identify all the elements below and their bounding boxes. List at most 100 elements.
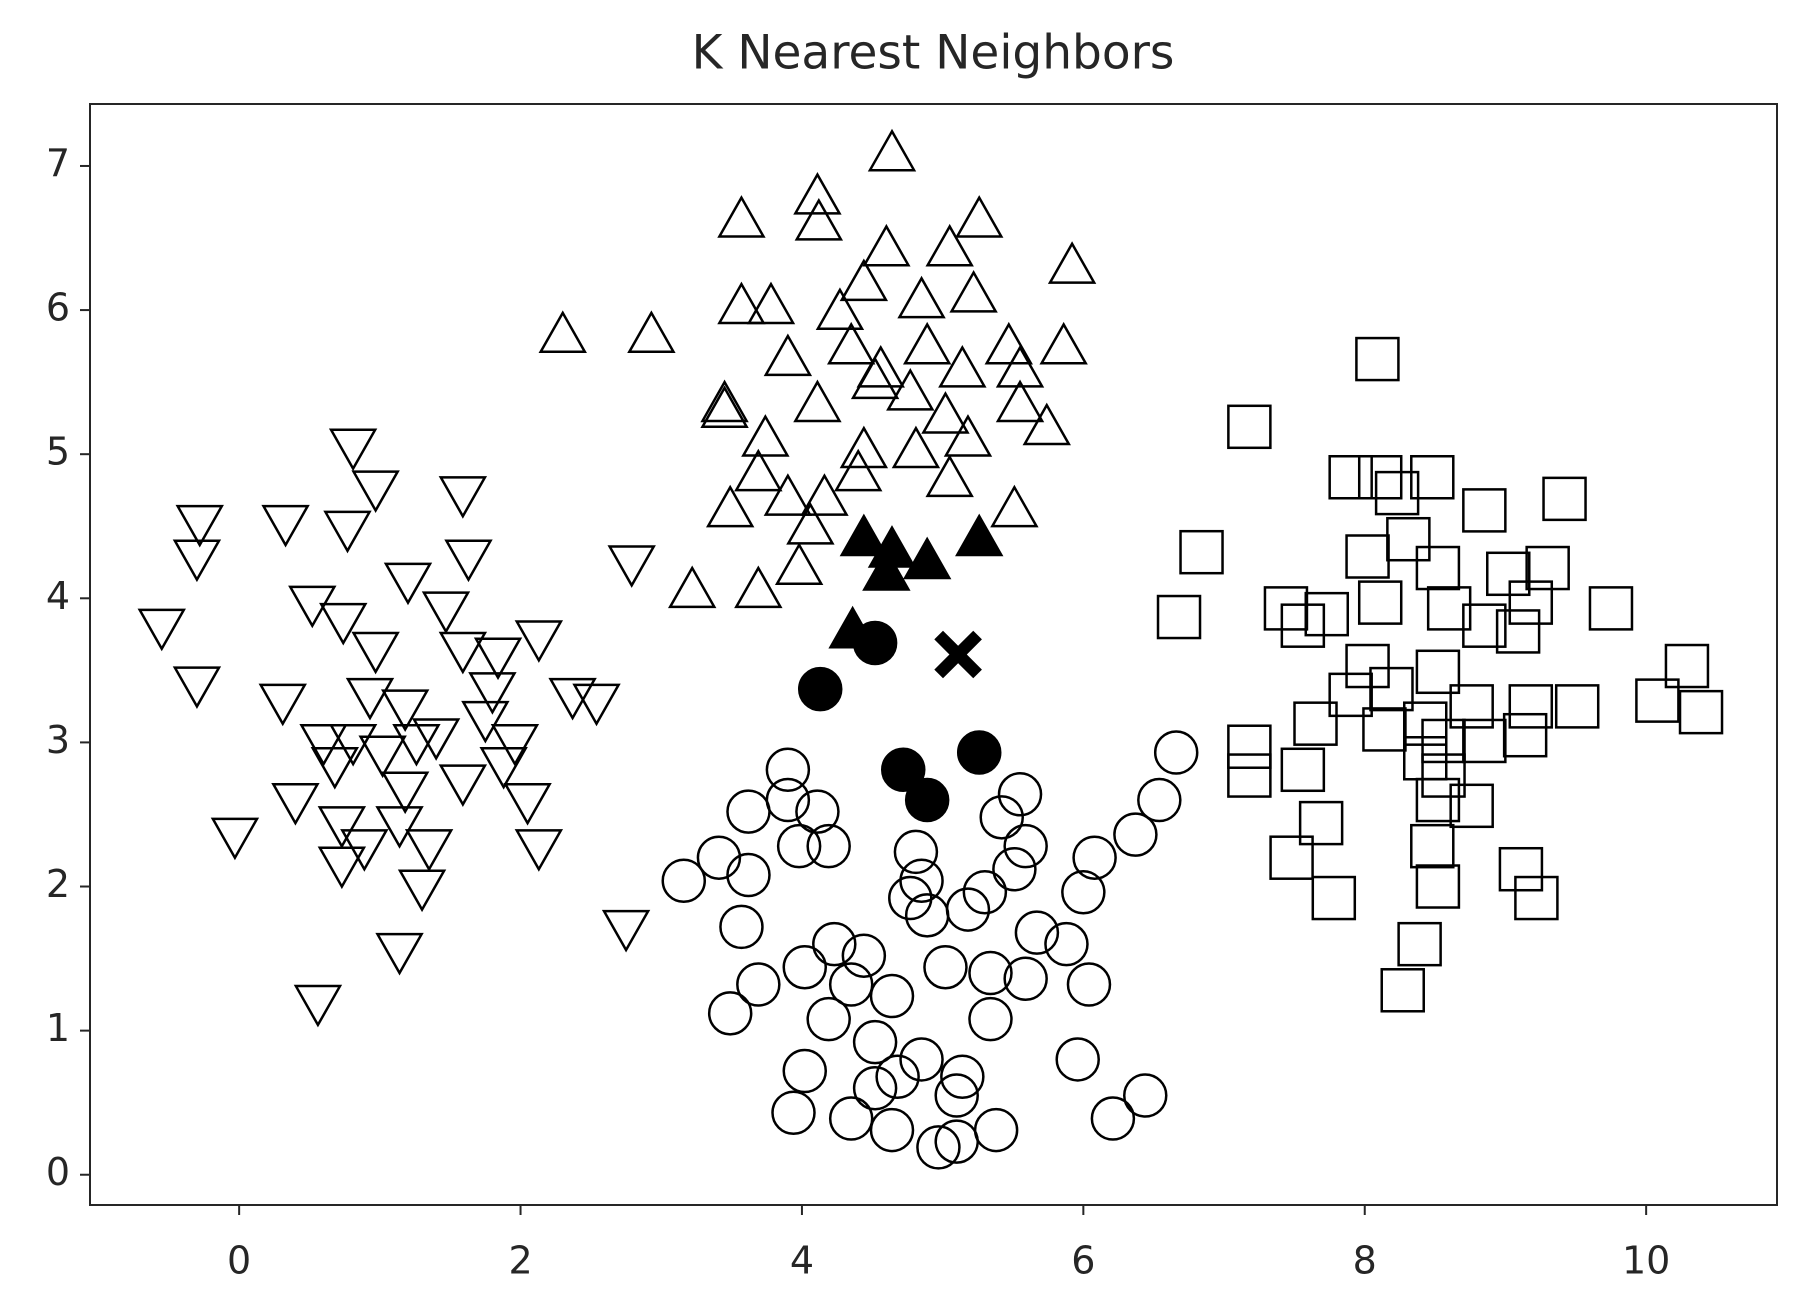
point <box>1508 684 1554 729</box>
point <box>992 846 1037 892</box>
point <box>319 602 368 646</box>
point <box>765 777 811 823</box>
point <box>438 631 488 675</box>
point <box>938 344 987 388</box>
point <box>990 484 1039 528</box>
point <box>1113 812 1158 857</box>
point <box>1357 580 1403 625</box>
point <box>1227 724 1272 769</box>
point <box>668 565 717 609</box>
point <box>869 1107 915 1153</box>
point <box>1462 603 1507 648</box>
point <box>1542 476 1587 522</box>
point <box>786 502 835 545</box>
point <box>700 379 749 423</box>
point <box>1495 609 1541 654</box>
point <box>955 513 1004 557</box>
point <box>902 536 952 580</box>
point <box>383 562 433 606</box>
point <box>404 829 454 872</box>
point <box>1328 454 1373 500</box>
x-tick-label: 10 <box>1622 1239 1670 1283</box>
point <box>1508 580 1554 625</box>
point <box>763 333 813 377</box>
point <box>310 747 360 790</box>
point <box>705 484 755 528</box>
point <box>806 823 851 869</box>
point <box>700 385 749 428</box>
point <box>1357 454 1403 500</box>
point <box>1355 336 1400 382</box>
point <box>746 281 796 325</box>
point <box>717 195 766 238</box>
x-tick-label: 8 <box>1353 1239 1377 1283</box>
y-tick-label: 4 <box>46 574 70 618</box>
point <box>1179 529 1224 575</box>
point <box>1311 875 1357 921</box>
point <box>995 379 1045 423</box>
point <box>1066 962 1112 1007</box>
point <box>514 620 564 663</box>
point <box>707 991 753 1036</box>
point <box>438 476 488 519</box>
point <box>1003 823 1048 869</box>
y-tick-label: 3 <box>46 718 70 762</box>
point <box>1269 835 1314 880</box>
point <box>1047 241 1097 284</box>
point <box>984 321 1033 365</box>
point <box>328 428 378 472</box>
point <box>1415 545 1461 591</box>
point <box>375 932 424 976</box>
point <box>888 875 933 921</box>
point <box>776 823 822 869</box>
point <box>902 321 952 365</box>
point <box>1380 968 1425 1013</box>
point <box>886 368 935 411</box>
point <box>1072 835 1117 880</box>
point <box>1055 1037 1100 1082</box>
point <box>271 783 320 826</box>
point <box>734 565 783 609</box>
x-tick-label: 2 <box>508 1239 532 1283</box>
point <box>880 747 926 793</box>
point <box>351 631 400 675</box>
point <box>875 1054 920 1099</box>
point <box>797 666 843 712</box>
point <box>607 545 656 588</box>
point <box>1415 649 1461 695</box>
point <box>1227 753 1272 798</box>
point <box>1486 551 1531 597</box>
chart-title: K Nearest Neighbors <box>692 26 1175 81</box>
point <box>956 730 1002 775</box>
point <box>839 425 889 469</box>
point <box>867 128 917 172</box>
point <box>1374 470 1420 516</box>
point <box>973 1107 1019 1153</box>
point <box>323 510 372 554</box>
point <box>1415 864 1461 909</box>
point <box>795 789 840 834</box>
point <box>774 542 824 586</box>
point <box>793 379 842 423</box>
point <box>1402 701 1448 746</box>
point <box>444 539 493 583</box>
point <box>1415 777 1461 823</box>
point <box>317 806 367 849</box>
point <box>940 1054 985 1099</box>
point <box>1044 921 1089 967</box>
point <box>771 1090 816 1136</box>
y-tick-label: 6 <box>46 286 70 330</box>
point <box>1502 712 1548 758</box>
point <box>995 344 1045 388</box>
point <box>1061 870 1106 915</box>
point <box>1014 910 1060 955</box>
point <box>719 904 764 950</box>
point <box>210 817 260 861</box>
point <box>934 1073 979 1118</box>
point <box>943 414 993 457</box>
y-tick-label: 2 <box>46 862 70 906</box>
point <box>1280 747 1326 793</box>
y-tick-label: 1 <box>46 1006 70 1050</box>
point <box>828 962 874 1007</box>
point <box>1298 800 1344 846</box>
